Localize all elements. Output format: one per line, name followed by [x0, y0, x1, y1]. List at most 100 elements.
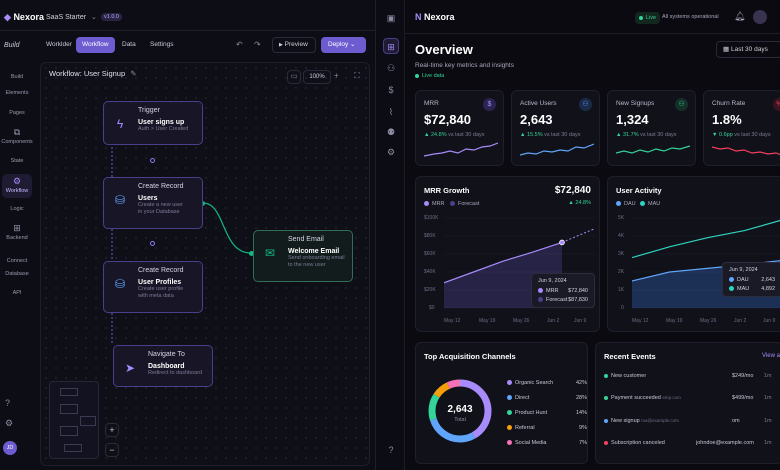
- kpi-card-new-signups[interactable]: New Signups ⚇ 1,324 ▲ 31.7% vs last 30 d…: [607, 90, 696, 166]
- node-heading: Create Record: [138, 183, 184, 190]
- fit-view-icon[interactable]: ▭: [287, 70, 301, 84]
- port-dot[interactable]: [150, 158, 155, 163]
- dollar-icon[interactable]: $: [388, 85, 394, 95]
- minimap[interactable]: [49, 381, 99, 459]
- sidebar-item-components[interactable]: ⧉ Components: [0, 128, 34, 146]
- event-row[interactable]: Payment succeeded emp.com $499/mo 1m: [604, 395, 780, 401]
- channel-row[interactable]: Product Hunt 14%: [507, 410, 587, 416]
- event-row[interactable]: Subscription canceled johndoe@example.com…: [604, 440, 780, 446]
- team-icon[interactable]: ⚉: [386, 127, 396, 137]
- dashboard-icon[interactable]: ⊞: [383, 38, 399, 54]
- sidebar-item-elements[interactable]: Elements: [0, 90, 34, 96]
- avatar[interactable]: [753, 10, 767, 24]
- users-icon[interactable]: ⚇: [386, 63, 396, 73]
- bell-icon[interactable]: 🔔︎: [734, 11, 746, 21]
- analytics-icon[interactable]: ⌇: [388, 107, 394, 117]
- edit-icon[interactable]: ✎: [130, 69, 137, 78]
- fullscreen-icon[interactable]: ⛶: [354, 71, 360, 80]
- mrr-point[interactable]: [559, 239, 565, 246]
- node-title: User Profiles: [138, 279, 182, 286]
- tooltip-label: DAU: [737, 277, 749, 283]
- tooltip-value: 2,643: [761, 277, 775, 283]
- builder-app: ◆ Nexora SaaS Starter ⌄ v1.0.0 Build Wor…: [0, 0, 376, 470]
- port-dot[interactable]: [150, 241, 155, 246]
- y-tick: 1K: [618, 287, 625, 293]
- sidebar-item-connect[interactable]: Connect: [0, 258, 34, 264]
- layout-icon[interactable]: ▣: [386, 13, 396, 23]
- zoom-in-icon[interactable]: +: [334, 71, 339, 80]
- event-dot: [604, 395, 608, 400]
- node-trigger[interactable]: ϟ Trigger User signs up Auth > User Crea…: [103, 101, 203, 145]
- node-heading: Create Record: [138, 267, 184, 274]
- dashboard-logo[interactable]: N Nexora: [415, 12, 455, 22]
- minimap-node: [60, 426, 78, 436]
- tab-workflow[interactable]: Workflow: [76, 37, 115, 53]
- sidebar-item-database[interactable]: Database: [0, 271, 34, 277]
- bolt-icon: ϟ: [116, 117, 124, 131]
- gear-icon[interactable]: ⚙: [5, 418, 14, 428]
- channel-name: Social Media: [515, 440, 547, 446]
- help-icon[interactable]: ?: [388, 445, 394, 455]
- node-subtitle: in your Database: [138, 209, 180, 215]
- legend-label: Forecast: [458, 201, 480, 207]
- tab-settings[interactable]: Settings: [150, 41, 174, 48]
- sidebar-item-api[interactable]: API: [0, 290, 34, 296]
- event-row[interactable]: New signup ma@example.com om 1m: [604, 418, 780, 424]
- avatar[interactable]: JD: [3, 441, 17, 455]
- tooltip-label: MRR: [546, 288, 559, 294]
- zoom-level[interactable]: 100%: [303, 70, 331, 84]
- node-create-users[interactable]: ⛁ Create Record Users Create a new user …: [103, 177, 203, 229]
- sidebar-item-workflow[interactable]: ⚙ Workflow: [2, 174, 32, 198]
- tab-worklder[interactable]: Worklder: [46, 41, 72, 48]
- donut-segment-product-hunt[interactable]: [428, 379, 492, 443]
- workflow-canvas[interactable]: Workflow: User Signup ✎ ▭ 100% + ⛶ ϟ Tri…: [40, 62, 370, 466]
- legend-mau: MAU: [640, 201, 660, 207]
- settings-icon[interactable]: ⚙: [386, 147, 396, 157]
- node-navigate[interactable]: ➤ Navigate To Dashboard Redirect to dash…: [113, 345, 213, 387]
- event-dot: [604, 440, 608, 445]
- dashboard-app: ▣ ⊞ ⚇ $ ⌇ ⚉ ⚙ ? N Nexora Live All system…: [377, 0, 780, 470]
- workflow-icon: ⚙: [12, 176, 22, 186]
- deploy-button[interactable]: Deploy ⌄: [321, 37, 366, 53]
- sidebar-item-pages[interactable]: Pages: [0, 110, 34, 116]
- channel-row[interactable]: Organic Search 42%: [507, 380, 587, 386]
- sidebar-item-label: Backend: [6, 235, 28, 241]
- channel-name: Referral: [515, 425, 535, 431]
- channel-row[interactable]: Direct 28%: [507, 395, 587, 401]
- sidebar-item-build[interactable]: Build: [0, 74, 34, 80]
- sidebar-item-logic[interactable]: Logic: [0, 206, 34, 212]
- tab-data[interactable]: Data: [122, 41, 136, 48]
- kpi-card-active-users[interactable]: Active Users ⚇ 2,643 ▲ 15.5% vs last 30 …: [511, 90, 600, 166]
- minimap-node: [80, 416, 96, 426]
- x-tick: Jun 2: [547, 318, 560, 324]
- node-send-email[interactable]: ✉ Send Email Welcome Email Send onboardi…: [253, 230, 353, 282]
- node-subtitle: Redirect to dashboard: [148, 370, 203, 376]
- sidebar-item-state[interactable]: State: [0, 158, 34, 164]
- users-icon: ⚇: [579, 98, 592, 111]
- zoom-in-button[interactable]: +: [105, 423, 119, 437]
- zoom-out-button[interactable]: −: [105, 443, 119, 457]
- channel-row[interactable]: Social Media 7%: [507, 440, 587, 446]
- builder-logo[interactable]: ◆ Nexora: [4, 12, 44, 23]
- project-selector[interactable]: SaaS Starter ⌄: [46, 13, 97, 21]
- node-title: Welcome Email: [288, 248, 340, 255]
- kpi-card-churn-rate[interactable]: Churn Rate % 1.8% ▼ 0.6pp vs last 30 day…: [703, 90, 780, 166]
- channel-row[interactable]: Referral 9%: [507, 425, 587, 431]
- legend-dot: [424, 201, 429, 207]
- node-create-profiles[interactable]: ⛁ Create Record User Profiles Create use…: [103, 261, 203, 313]
- event-dot: [604, 418, 608, 423]
- undo-icon[interactable]: ↶: [236, 40, 243, 49]
- donut-segment-direct[interactable]: [428, 379, 492, 443]
- view-all-link[interactable]: View a: [762, 353, 780, 359]
- date-range-select[interactable]: ▦ Last 30 days: [716, 41, 780, 58]
- sidebar-item-label: Workflow: [5, 188, 29, 194]
- event-row[interactable]: New customer $249/mo 1m: [604, 373, 780, 379]
- preview-button[interactable]: ▶ Preview: [272, 37, 316, 53]
- help-icon[interactable]: ?: [5, 398, 11, 408]
- sidebar-item-backend[interactable]: ⊞ Backend: [0, 224, 34, 242]
- user-activity-card: User Activity DAU MAU 5K 4K 3K 2K 1K 0 M…: [607, 176, 780, 332]
- kpi-card-mrr[interactable]: MRR $ $72,840 ▲ 24.8% vs last 30 days: [415, 90, 504, 166]
- donut-segment-social[interactable]: [428, 379, 492, 443]
- redo-icon[interactable]: ↷: [254, 40, 261, 49]
- kpi-change: ▲ 31.7% vs last 30 days: [616, 132, 677, 138]
